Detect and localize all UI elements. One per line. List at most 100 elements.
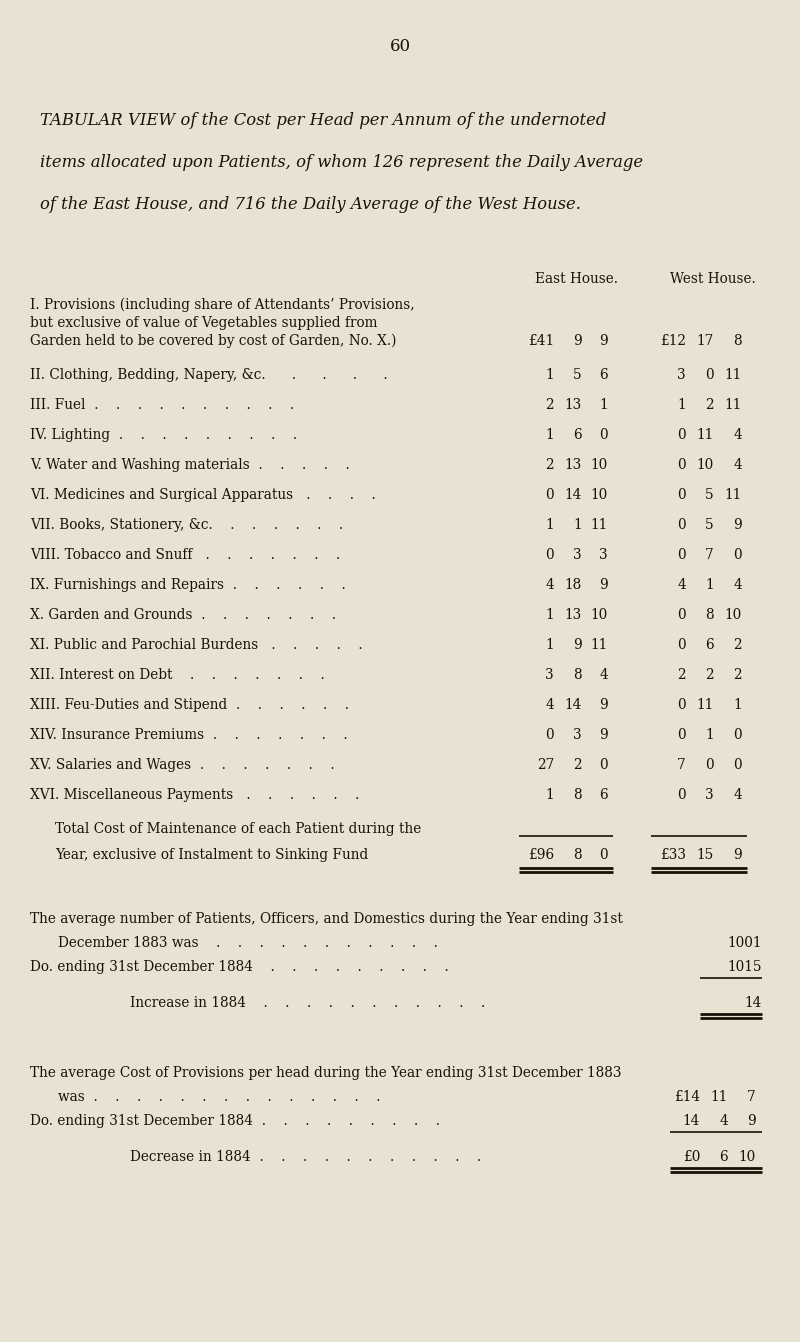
Text: 6: 6 — [599, 788, 608, 803]
Text: 11: 11 — [697, 698, 714, 713]
Text: 3: 3 — [574, 727, 582, 742]
Text: 0: 0 — [678, 518, 686, 531]
Text: 2: 2 — [574, 758, 582, 772]
Text: 18: 18 — [565, 578, 582, 592]
Text: but exclusive of value of Vegetables supplied from: but exclusive of value of Vegetables sup… — [30, 315, 378, 330]
Text: TABULAR VIEW of the Cost per Head per Annum of the undernoted: TABULAR VIEW of the Cost per Head per An… — [40, 111, 606, 129]
Text: 10: 10 — [590, 608, 608, 621]
Text: 2: 2 — [706, 668, 714, 682]
Text: 4: 4 — [734, 788, 742, 803]
Text: 8: 8 — [574, 788, 582, 803]
Text: West House.: West House. — [670, 272, 756, 286]
Text: 10: 10 — [738, 1150, 756, 1164]
Text: 7: 7 — [678, 758, 686, 772]
Text: 11: 11 — [725, 488, 742, 502]
Text: 2: 2 — [678, 668, 686, 682]
Text: 1: 1 — [599, 399, 608, 412]
Text: IV. Lighting  .    .    .    .    .    .    .    .    .: IV. Lighting . . . . . . . . . — [30, 428, 297, 442]
Text: December 1883 was    .    .    .    .    .    .    .    .    .    .    .: December 1883 was . . . . . . . . . . . — [58, 935, 438, 950]
Text: 9: 9 — [599, 698, 608, 713]
Text: Garden held to be covered by cost of Garden, No. X.): Garden held to be covered by cost of Gar… — [30, 334, 397, 349]
Text: 6: 6 — [706, 637, 714, 652]
Text: £14: £14 — [674, 1090, 700, 1104]
Text: 0: 0 — [734, 758, 742, 772]
Text: 15: 15 — [697, 848, 714, 862]
Text: 10: 10 — [697, 458, 714, 472]
Text: 0: 0 — [599, 428, 608, 442]
Text: VIII. Tobacco and Snuff   .    .    .    .    .    .    .: VIII. Tobacco and Snuff . . . . . . . — [30, 548, 340, 562]
Text: 9: 9 — [734, 848, 742, 862]
Text: 0: 0 — [678, 548, 686, 562]
Text: 4: 4 — [599, 668, 608, 682]
Text: 13: 13 — [565, 608, 582, 621]
Text: 0: 0 — [678, 698, 686, 713]
Text: £0: £0 — [682, 1150, 700, 1164]
Text: 9: 9 — [599, 334, 608, 348]
Text: XII. Interest on Debt    .    .    .    .    .    .    .: XII. Interest on Debt . . . . . . . — [30, 668, 325, 682]
Text: 1015: 1015 — [727, 960, 762, 974]
Text: The average Cost of Provisions per head during the Year ending 31st December 188: The average Cost of Provisions per head … — [30, 1066, 622, 1080]
Text: 1001: 1001 — [727, 935, 762, 950]
Text: 1: 1 — [546, 428, 554, 442]
Text: 4: 4 — [719, 1114, 728, 1129]
Text: 4: 4 — [546, 578, 554, 592]
Text: 4: 4 — [734, 458, 742, 472]
Text: VI. Medicines and Surgical Apparatus   .    .    .    .: VI. Medicines and Surgical Apparatus . .… — [30, 488, 376, 502]
Text: The average number of Patients, Officers, and Domestics during the Year ending 3: The average number of Patients, Officers… — [30, 913, 623, 926]
Text: was  .    .    .    .    .    .    .    .    .    .    .    .    .    .: was . . . . . . . . . . . . . . — [58, 1090, 381, 1104]
Text: 11: 11 — [590, 518, 608, 531]
Text: 1: 1 — [546, 608, 554, 621]
Text: X. Garden and Grounds  .    .    .    .    .    .    .: X. Garden and Grounds . . . . . . . — [30, 608, 336, 621]
Text: 8: 8 — [574, 668, 582, 682]
Text: 13: 13 — [565, 458, 582, 472]
Text: 6: 6 — [574, 428, 582, 442]
Text: V. Water and Washing materials  .    .    .    .    .: V. Water and Washing materials . . . . . — [30, 458, 350, 472]
Text: £96: £96 — [528, 848, 554, 862]
Text: 7: 7 — [706, 548, 714, 562]
Text: 0: 0 — [734, 548, 742, 562]
Text: 5: 5 — [706, 488, 714, 502]
Text: I. Provisions (including share of Attendants’ Provisions,: I. Provisions (including share of Attend… — [30, 298, 414, 313]
Text: 6: 6 — [719, 1150, 728, 1164]
Text: 9: 9 — [599, 727, 608, 742]
Text: 2: 2 — [546, 458, 554, 472]
Text: 0: 0 — [678, 428, 686, 442]
Text: 9: 9 — [734, 518, 742, 531]
Text: 8: 8 — [734, 334, 742, 348]
Text: 0: 0 — [734, 727, 742, 742]
Text: 3: 3 — [678, 368, 686, 382]
Text: 5: 5 — [574, 368, 582, 382]
Text: 1: 1 — [546, 788, 554, 803]
Text: 2: 2 — [734, 637, 742, 652]
Text: 0: 0 — [678, 727, 686, 742]
Text: 3: 3 — [574, 548, 582, 562]
Text: 0: 0 — [678, 488, 686, 502]
Text: 0: 0 — [599, 758, 608, 772]
Text: 3: 3 — [546, 668, 554, 682]
Text: XIV. Insurance Premiums  .    .    .    .    .    .    .: XIV. Insurance Premiums . . . . . . . — [30, 727, 348, 742]
Text: 0: 0 — [706, 368, 714, 382]
Text: items allocated upon Patients, of whom 126 represent the Daily Average: items allocated upon Patients, of whom 1… — [40, 154, 643, 170]
Text: 2: 2 — [734, 668, 742, 682]
Text: 0: 0 — [678, 637, 686, 652]
Text: £33: £33 — [660, 848, 686, 862]
Text: East House.: East House. — [535, 272, 618, 286]
Text: 9: 9 — [747, 1114, 756, 1129]
Text: 17: 17 — [697, 334, 714, 348]
Text: 0: 0 — [546, 727, 554, 742]
Text: £12: £12 — [660, 334, 686, 348]
Text: of the East House, and 716 the Daily Average of the West House.: of the East House, and 716 the Daily Ave… — [40, 196, 581, 213]
Text: 14: 14 — [682, 1114, 700, 1129]
Text: 11: 11 — [725, 368, 742, 382]
Text: 2: 2 — [546, 399, 554, 412]
Text: 0: 0 — [678, 608, 686, 621]
Text: 5: 5 — [706, 518, 714, 531]
Text: 0: 0 — [599, 848, 608, 862]
Text: 1: 1 — [546, 637, 554, 652]
Text: 8: 8 — [706, 608, 714, 621]
Text: 10: 10 — [590, 488, 608, 502]
Text: 14: 14 — [745, 996, 762, 1011]
Text: 0: 0 — [546, 548, 554, 562]
Text: 3: 3 — [706, 788, 714, 803]
Text: 1: 1 — [734, 698, 742, 713]
